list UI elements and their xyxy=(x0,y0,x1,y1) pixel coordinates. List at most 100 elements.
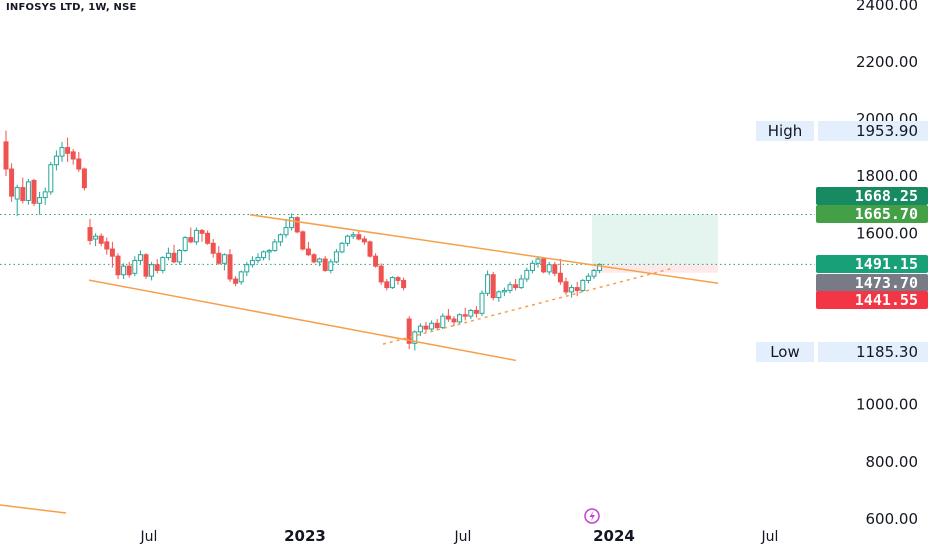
high-label: High 1953.90 xyxy=(756,121,928,141)
candle-body xyxy=(171,252,177,263)
candle xyxy=(473,306,479,318)
candle xyxy=(406,316,412,350)
candle-body xyxy=(513,284,519,289)
candle xyxy=(557,259,563,285)
candle-body xyxy=(373,255,379,267)
candle-body xyxy=(87,227,93,241)
candle-body xyxy=(37,197,43,204)
price-tag-bg xyxy=(816,255,928,273)
candle-body xyxy=(490,274,496,299)
candle-body xyxy=(479,292,485,314)
candle-body xyxy=(81,168,87,189)
candle-body xyxy=(462,314,468,317)
candle-body xyxy=(109,248,115,257)
candle xyxy=(305,241,311,257)
candle-body xyxy=(272,241,278,251)
candle-body xyxy=(277,234,283,243)
candle-body xyxy=(177,249,183,263)
candle xyxy=(177,249,183,265)
candle xyxy=(132,256,138,277)
candle-body xyxy=(518,278,524,289)
candle-body xyxy=(31,179,37,204)
candle xyxy=(221,253,227,271)
candle-body xyxy=(457,314,463,323)
event-icon xyxy=(584,508,600,524)
candle xyxy=(412,330,418,351)
candle xyxy=(580,279,586,292)
candle xyxy=(227,249,233,282)
candle xyxy=(339,241,345,254)
hl-value-bg xyxy=(818,121,928,141)
candle-body xyxy=(591,269,597,277)
ticker-label: INFOSYS LTD, 1W, NSE xyxy=(6,2,137,13)
candle xyxy=(597,263,603,274)
candle-body xyxy=(266,249,272,253)
candle xyxy=(182,236,188,252)
candle-body xyxy=(585,275,591,281)
candle-body xyxy=(473,309,479,314)
candle xyxy=(367,240,373,258)
candle xyxy=(137,250,143,265)
candle xyxy=(434,319,440,331)
event-marker[interactable] xyxy=(584,508,600,524)
candle-body xyxy=(423,325,429,330)
candle-body xyxy=(70,151,76,160)
candle xyxy=(233,276,239,287)
lower-channel-line xyxy=(88,279,517,362)
candle-body xyxy=(3,141,9,170)
candle xyxy=(429,320,435,332)
hl-value-bg xyxy=(818,342,928,362)
candle xyxy=(507,281,513,294)
candle-body xyxy=(205,232,211,244)
candle xyxy=(121,263,127,280)
candle xyxy=(468,309,474,320)
candle-body xyxy=(328,261,334,271)
price-tag: 1441.55 xyxy=(816,291,928,309)
candle-body xyxy=(294,217,300,233)
candle xyxy=(496,290,502,302)
price-tag-bg xyxy=(816,291,928,309)
candle-body xyxy=(59,147,65,157)
candle xyxy=(361,236,367,245)
candle-body xyxy=(311,254,317,263)
candle-body xyxy=(104,241,110,250)
candle-body xyxy=(115,255,121,276)
price-tag: 1668.25 xyxy=(816,187,928,205)
candle xyxy=(591,269,597,280)
candle-body xyxy=(93,235,99,240)
candle xyxy=(65,137,71,162)
y-tick-label: 1800.00 xyxy=(856,167,918,185)
candle xyxy=(384,279,390,291)
candle xyxy=(445,309,451,322)
candle xyxy=(322,256,328,272)
candle xyxy=(277,233,283,247)
y-tick-label: 800.00 xyxy=(866,453,919,471)
candle-body xyxy=(395,277,401,281)
candle xyxy=(389,276,395,290)
candle-body xyxy=(434,322,440,329)
candle-body xyxy=(356,234,362,240)
candle-body xyxy=(132,259,138,274)
candle xyxy=(524,267,530,282)
candle xyxy=(14,184,20,217)
candle xyxy=(210,239,216,258)
candle-body xyxy=(445,315,451,320)
candle xyxy=(300,230,306,251)
hl-name-bg xyxy=(756,121,814,141)
hl-name: Low xyxy=(770,343,800,361)
candle xyxy=(546,261,552,275)
candle-body xyxy=(261,251,267,259)
candle xyxy=(529,260,535,274)
candle-body xyxy=(317,258,323,263)
candle-body xyxy=(48,164,54,193)
candle xyxy=(333,249,339,264)
candle xyxy=(149,261,155,281)
candle xyxy=(513,279,519,291)
candle xyxy=(48,161,54,195)
candle xyxy=(574,281,580,297)
time-axis[interactable]: Jul 2023 Jul 2024 Jul xyxy=(140,527,779,545)
candle-body xyxy=(244,264,250,273)
candle-body xyxy=(149,264,155,277)
